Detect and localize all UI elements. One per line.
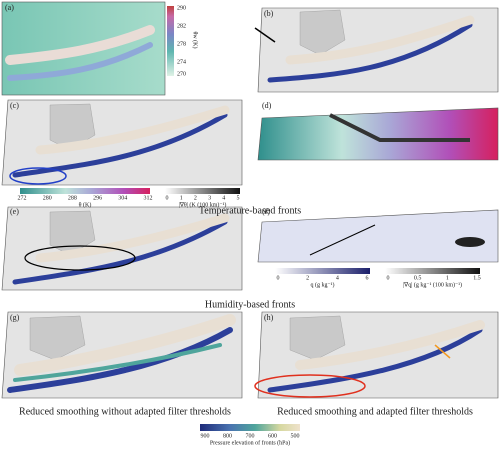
colorbar-tick-label: 4 [222, 195, 225, 201]
panel-a-swirl [7, 42, 153, 81]
colorbar-tick-label: 312 [144, 195, 153, 201]
panel-label: (c) [10, 101, 19, 110]
panel-a-swirl [5, 25, 155, 65]
panel-label: (e) [10, 207, 19, 216]
panel-label: (g) [10, 313, 20, 322]
panel-label: (d) [262, 101, 272, 110]
colorbar-label: θw (K) [192, 31, 199, 48]
colorbar-tick-label: 6 [366, 275, 369, 281]
panel-label: (b) [264, 9, 274, 18]
colorbar-tick-label: 272 [18, 195, 27, 201]
colorbar-tick-label: 282 [177, 23, 186, 29]
caption: Temperature-based fronts [199, 205, 301, 216]
colorbar-tick-label: 288 [68, 195, 77, 201]
colorbar-tick-label: 278 [177, 41, 186, 47]
colorbar-label: θ (K) [79, 201, 92, 208]
colorbar-tick-label: 3 [208, 195, 211, 201]
colorbar [167, 6, 174, 76]
colorbar-tick-label: 500 [291, 433, 300, 439]
colorbar [20, 188, 150, 194]
panel-h [254, 311, 499, 399]
colorbar-tick-label: 280 [43, 195, 52, 201]
colorbar-tick-label: 600 [268, 433, 277, 439]
colorbar [165, 188, 240, 194]
colorbar-tick-label: 0 [277, 275, 280, 281]
colorbar-tick-label: 290 [177, 5, 186, 11]
colorbar [275, 268, 370, 274]
colorbar-tick-label: 1 [446, 275, 449, 281]
colorbar-tick-label: 1 [180, 195, 183, 201]
panel-e [1, 206, 243, 291]
panel-label: (h) [264, 313, 274, 322]
colorbar-tick-label: 4 [336, 275, 339, 281]
colorbar-label: q (g kg⁻¹) [311, 281, 335, 288]
panel-g [1, 311, 243, 399]
colorbar-tick-label: 5 [237, 195, 240, 201]
colorbar-tick-label: 800 [223, 433, 232, 439]
colorbar-tick-label: 296 [93, 195, 102, 201]
panel-d [257, 107, 499, 161]
colorbar-tick-label: 900 [201, 433, 210, 439]
panel-b [254, 7, 499, 93]
colorbar-label: |∇q| (g kg⁻¹ (100 km)⁻¹) [403, 281, 462, 288]
panel-label: (a) [5, 3, 14, 12]
colorbar-tick-label: 0 [387, 275, 390, 281]
colorbar-label: Pressure elevation of fronts (hPa) [210, 439, 290, 446]
colorbar-tick-label: 700 [246, 433, 255, 439]
colorbar-tick-label: 304 [118, 195, 127, 201]
colorbar [200, 424, 300, 431]
panel-c [1, 99, 243, 186]
colorbar-tick-label: 1.5 [473, 275, 481, 281]
colorbar-tick-label: 2 [306, 275, 309, 281]
colorbar-tick-label: 2 [194, 195, 197, 201]
colorbar-tick-label: 0.5 [414, 275, 422, 281]
colorbar-tick-label: 274 [177, 59, 186, 65]
caption: Humidity-based fronts [205, 299, 295, 310]
caption: Reduced smoothing and adapted filter thr… [277, 406, 473, 417]
colorbar-tick-label: 270 [177, 71, 186, 77]
colorbar-label: |∇θ| (K (100 km)⁻¹) [179, 201, 227, 208]
caption: Reduced smoothing without adapted filter… [19, 406, 231, 417]
panel-label: (f) [262, 207, 270, 216]
panel-f [257, 209, 499, 263]
colorbar-tick-label: 0 [166, 195, 169, 201]
colorbar [385, 268, 480, 274]
